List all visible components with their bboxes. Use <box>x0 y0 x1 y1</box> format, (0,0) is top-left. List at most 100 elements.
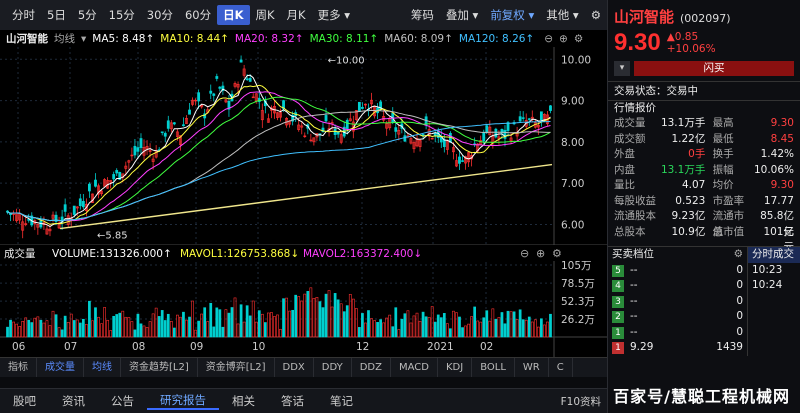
settings-icon[interactable]: ⚙ <box>733 248 743 260</box>
gear-icon[interactable]: ⚙ <box>552 247 562 260</box>
volume-bar <box>497 317 501 338</box>
volume-bar <box>300 300 304 338</box>
volume-bar <box>163 320 167 338</box>
tab-period-7[interactable]: 周K <box>255 8 275 22</box>
chip-button[interactable]: 筹码 <box>410 8 434 22</box>
volume-bar <box>546 321 549 338</box>
adjust-label: 前复权 <box>490 8 525 22</box>
tab-indicator-12[interactable]: C <box>549 357 573 378</box>
trade-status-text: 交易状态：交易中 <box>614 85 698 97</box>
overlay-dropdown[interactable]: 叠加 ▾ <box>440 5 484 25</box>
quote-value: 17.77 <box>763 194 794 207</box>
close-icon[interactable]: ⊖ <box>544 32 554 45</box>
nav-item-0[interactable]: 股吧 <box>13 394 36 408</box>
volume-bar <box>521 319 525 338</box>
tab-period-4[interactable]: 30分 <box>146 8 173 22</box>
tab-indicator-6[interactable]: DDY <box>314 357 352 378</box>
price-change-pct: +10.06% <box>666 43 716 55</box>
volume-bar <box>458 316 461 338</box>
volume-bar <box>306 291 310 338</box>
tab-indicator-3[interactable]: 资金趋势[L2] <box>121 357 198 378</box>
f10-link[interactable]: F10资料 <box>560 395 601 408</box>
ma-mode-dropdown[interactable]: 均线 ▾ <box>54 33 87 45</box>
volume-bar <box>215 307 219 338</box>
bid-row[interactable]: 3 -- 0 <box>608 294 747 310</box>
volume-bar <box>503 323 507 338</box>
tab-period-1[interactable]: 5日 <box>47 8 66 22</box>
quote-value: 85.8亿元 <box>760 210 794 238</box>
bid-row[interactable]: 4 -- 0 <box>608 278 747 294</box>
candle-body <box>191 99 194 105</box>
candle-body <box>357 101 361 112</box>
volume-bar <box>455 312 458 338</box>
close-icon[interactable]: ⊖ <box>520 247 529 260</box>
tab-period-3[interactable]: 15分 <box>108 8 135 22</box>
tab-period-2[interactable]: 5分 <box>77 8 97 22</box>
bid-row[interactable]: 5 -- 0 <box>608 263 747 279</box>
candle-body <box>409 138 413 144</box>
nav-item-1[interactable]: 资讯 <box>62 394 85 408</box>
adjust-dropdown[interactable]: 前复权 ▾ <box>484 5 540 25</box>
tab-indicator-2[interactable]: 均线 <box>84 357 121 378</box>
tab-indicator-4[interactable]: 资金博弈[L2] <box>198 357 275 378</box>
gear-icon[interactable]: ⚙ <box>573 32 584 45</box>
tab-indicator-1[interactable]: 成交量 <box>37 357 84 378</box>
volume-bar <box>540 318 543 338</box>
volume-bar <box>518 309 522 338</box>
tab-indicator-7[interactable]: DDZ <box>352 357 391 378</box>
volume-bar <box>81 318 85 338</box>
tab-period-8[interactable]: 月K <box>286 8 306 22</box>
ticks-title[interactable]: 分时成交 <box>752 248 794 260</box>
tab-indicator-11[interactable]: WR <box>515 357 549 378</box>
volume-bar <box>263 322 267 338</box>
quote-value: 8.45 <box>770 132 794 145</box>
quote-value: 9.23亿 <box>671 210 706 222</box>
ma30-value: MA30: 8.11↑ <box>309 32 379 45</box>
volume-bar <box>118 312 122 338</box>
volume-bar <box>370 318 373 338</box>
nav-item-4[interactable]: 相关 <box>232 394 255 408</box>
volume-bar <box>142 325 146 338</box>
volume-bar <box>75 319 79 338</box>
volume-bar <box>276 314 279 338</box>
tab-period-5[interactable]: 60分 <box>184 8 212 22</box>
more-dropdown[interactable]: 更多 ▾ <box>312 5 356 25</box>
bid-row[interactable]: 2 -- 0 <box>608 309 747 325</box>
volume-bar <box>197 320 200 338</box>
tab-indicator-8[interactable]: MACD <box>391 357 438 378</box>
quote-value: 13.1万手 <box>660 163 706 176</box>
tab-indicator-5[interactable]: DDX <box>275 357 314 378</box>
menu-icon[interactable]: ▾ <box>614 61 630 76</box>
nav-item-research[interactable]: 研究报告 <box>147 392 219 410</box>
nav-item-5[interactable]: 答话 <box>281 394 304 408</box>
tab-period-0[interactable]: 分时 <box>12 8 35 22</box>
volume-bar <box>364 322 367 338</box>
volume-bar <box>30 322 34 338</box>
candle-body <box>118 172 122 180</box>
volume-bar <box>169 320 173 338</box>
nav-item-6[interactable]: 笔记 <box>330 394 353 408</box>
tab-period-daily[interactable]: 日K <box>217 5 250 25</box>
volume-bar <box>124 316 128 338</box>
tab-indicator-9[interactable]: KDJ <box>438 357 473 378</box>
candle-body <box>224 99 228 103</box>
bid-row[interactable]: 1 9.29 1439 <box>608 340 747 356</box>
bid-row[interactable]: 1 -- 0 <box>608 325 747 341</box>
volume-bar <box>391 326 395 338</box>
flash-buy-button[interactable]: 闪买 <box>634 61 794 76</box>
more-label: 更多 <box>317 8 341 22</box>
nav-item-2[interactable]: 公告 <box>111 394 134 408</box>
level-badge: 4 <box>612 280 624 292</box>
candle-body <box>339 134 343 143</box>
add-icon[interactable]: ⊕ <box>559 32 568 45</box>
other-dropdown[interactable]: 其他 ▾ <box>540 5 584 25</box>
tab-indicator-0[interactable]: 指标 <box>0 357 37 378</box>
candle-body <box>103 179 106 187</box>
settings-icon[interactable]: ⚙ <box>590 8 601 22</box>
tab-indicator-10[interactable]: BOLL <box>472 357 515 378</box>
kline-chart[interactable]: 10.00 9.00 8.00 7.00 6.00 105万 78.5万 52.3万 26.2万… <box>0 47 607 357</box>
candle-body <box>345 119 349 129</box>
add-icon[interactable]: ⊕ <box>536 247 545 260</box>
volume-bar <box>248 315 252 338</box>
volume-bar <box>166 313 170 338</box>
